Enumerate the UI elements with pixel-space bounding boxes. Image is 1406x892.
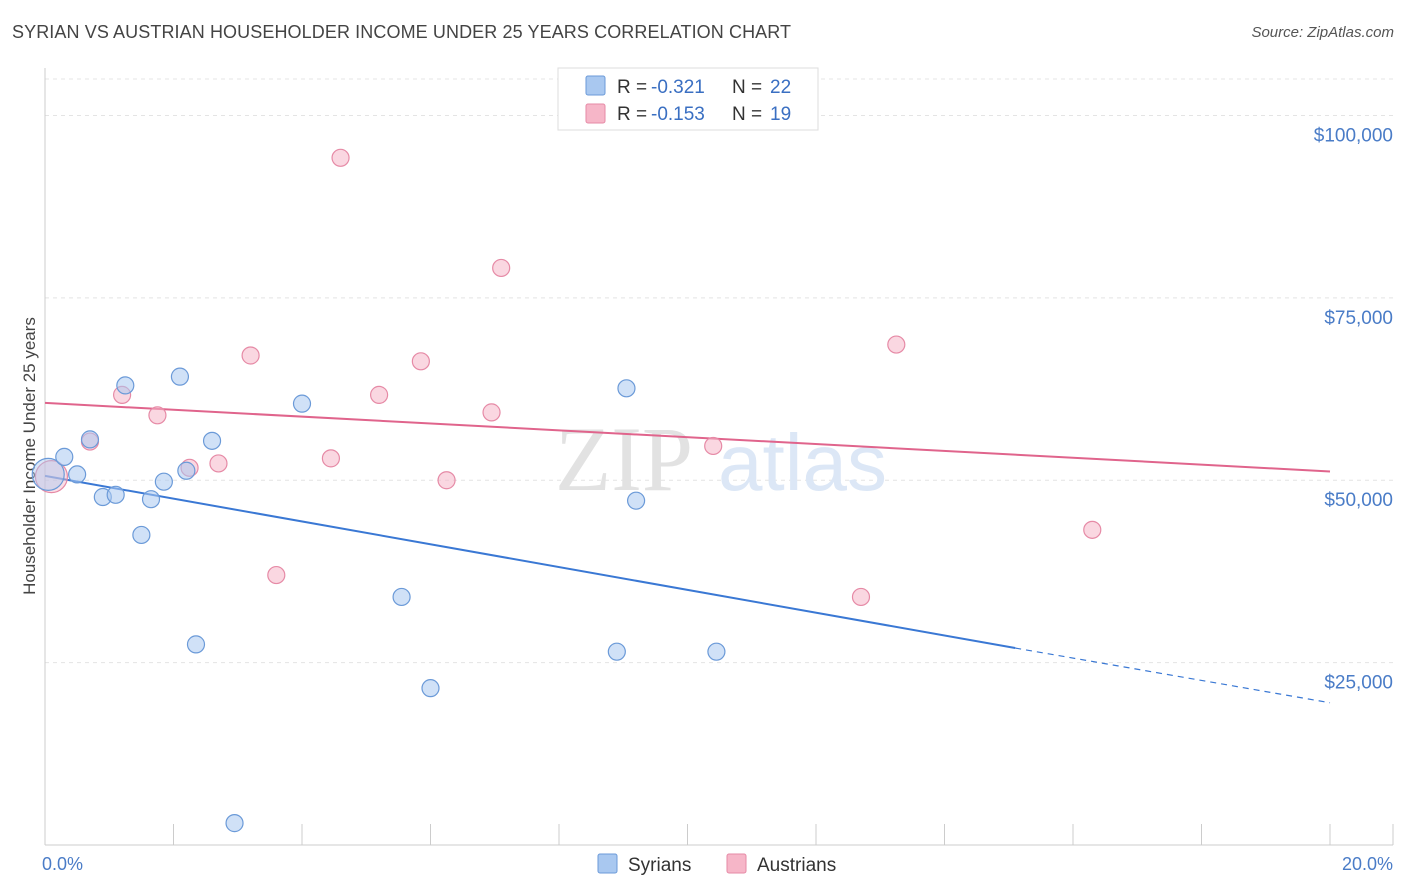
point-austrians-5 [209, 454, 228, 473]
point-syrians-3 [80, 430, 100, 449]
legend-swatch-syrians [585, 75, 606, 96]
point-syrians-18 [607, 642, 626, 661]
grid-lines [45, 78, 1393, 664]
bottom-legend: Syrians Austrians [597, 853, 836, 876]
point-austrians-9 [331, 148, 350, 167]
point-syrians-2 [68, 465, 87, 484]
point-syrians-13 [202, 431, 222, 450]
y-tick-label-2: $75,000 [1324, 308, 1393, 329]
bottom-legend-swatch-syrians [597, 853, 618, 874]
point-austrians-8 [321, 449, 341, 468]
point-syrians-6 [116, 376, 135, 395]
point-syrians-1 [55, 447, 74, 466]
point-syrians-14 [225, 814, 244, 833]
point-austrians-0 [34, 459, 69, 494]
point-austrians-14 [492, 258, 511, 278]
point-austrians-17 [887, 335, 906, 354]
x-tick-label-min: 0.0% [42, 854, 83, 874]
trend-line-syrians [44, 474, 1016, 650]
legend-n-label-1: N = [732, 77, 762, 98]
point-syrians-11 [177, 461, 196, 480]
point-syrians-16 [392, 587, 411, 607]
legend-r-value-syrians: -0.321 [651, 77, 705, 98]
watermark: ZIP atlas [555, 408, 887, 510]
trend-lines [44, 401, 1331, 704]
point-syrians-19 [617, 379, 636, 398]
legend-n-value-austrians: 19 [770, 104, 791, 125]
trend-line-austrians [44, 401, 1331, 473]
x-ticks [44, 824, 1394, 845]
chart-title: SYRIAN VS AUSTRIAN HOUSEHOLDER INCOME UN… [12, 22, 792, 42]
point-syrians-0 [31, 457, 65, 492]
point-austrians-15 [704, 436, 723, 456]
axes [44, 68, 1393, 846]
point-syrians-8 [141, 490, 161, 509]
data-points [31, 148, 1102, 833]
point-austrians-12 [437, 471, 456, 490]
point-syrians-15 [292, 394, 312, 413]
y-tick-label-1: $50,000 [1324, 490, 1393, 511]
y-tick-labels: $25,000 $50,000 $75,000 $100,000 [1314, 125, 1393, 693]
bottom-legend-swatch-austrians [726, 853, 747, 874]
point-austrians-11 [411, 352, 430, 371]
legend-swatch-austrians [585, 103, 606, 124]
point-syrians-21 [707, 642, 726, 661]
y-tick-label-0: $25,000 [1324, 673, 1393, 694]
point-syrians-20 [626, 491, 646, 510]
y-tick-label-3: $100,000 [1314, 125, 1393, 146]
watermark-zip: ZIP [555, 408, 693, 510]
legend-r-label-2: R = [617, 104, 647, 125]
point-austrians-3 [148, 406, 167, 425]
point-austrians-13 [482, 403, 501, 422]
point-austrians-16 [851, 587, 871, 607]
trend-line-extension-syrians [1015, 647, 1331, 704]
bottom-legend-syrians: Syrians [628, 855, 691, 876]
source-label: Source: ZipAtlas.com [1251, 24, 1394, 41]
point-syrians-10 [170, 367, 190, 386]
point-syrians-9 [154, 472, 173, 491]
bottom-legend-austrians: Austrians [757, 855, 836, 876]
point-austrians-7 [267, 565, 286, 585]
point-austrians-6 [241, 346, 260, 365]
legend-n-value-syrians: 22 [770, 77, 791, 98]
legend-r-value-austrians: -0.153 [651, 104, 705, 125]
point-syrians-17 [421, 679, 440, 698]
legend-box: R = -0.321 N = 22 R = -0.153 N = 19 [557, 67, 819, 131]
legend-r-label-1: R = [617, 77, 647, 98]
x-tick-labels: 0.0% 20.0% [42, 854, 1393, 874]
point-syrians-7 [132, 525, 151, 545]
point-syrians-12 [186, 635, 206, 654]
legend-n-label-2: N = [732, 104, 762, 125]
watermark-atlas: atlas [718, 418, 887, 507]
point-austrians-10 [370, 385, 389, 404]
x-tick-label-max: 20.0% [1342, 854, 1393, 874]
point-syrians-5 [106, 485, 125, 504]
point-austrians-18 [1083, 520, 1102, 539]
